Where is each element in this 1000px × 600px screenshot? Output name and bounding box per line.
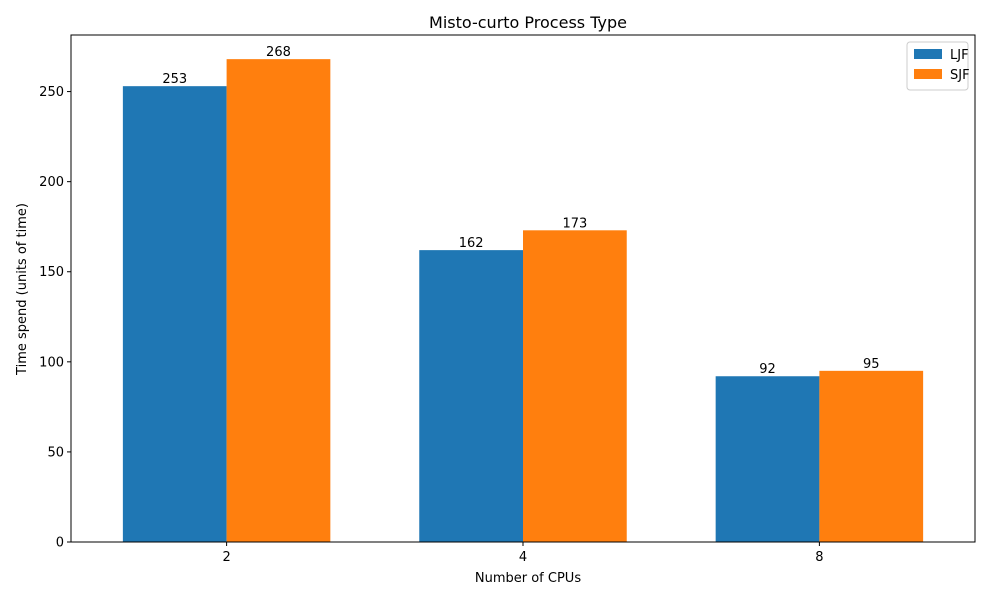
legend-label-sjf: SJF (950, 68, 970, 83)
data-label-sjf-8: 95 (863, 357, 880, 372)
y-tick-label: 0 (56, 536, 64, 551)
bar-sjf-2 (226, 59, 331, 543)
y-tick-label: 250 (39, 85, 64, 100)
x-axis-label: Number of CPUs (475, 571, 581, 586)
bars-layer (122, 59, 924, 543)
x-tick-label: 8 (815, 550, 823, 565)
y-tick-label: 100 (39, 355, 64, 370)
x-axis-ticks: 2 4 8 (222, 542, 824, 565)
plot-frame (70, 34, 976, 543)
y-axis-ticks: 0 50 100 150 200 250 (39, 85, 71, 551)
data-labels-layer: 253 162 92 268 173 95 (162, 45, 879, 377)
bar-sjf-8 (819, 370, 924, 542)
legend-label-ljf: LJF (950, 48, 969, 63)
y-tick-label: 150 (39, 265, 64, 280)
data-label-ljf-8: 92 (759, 362, 776, 377)
legend: LJF SJF (906, 41, 970, 91)
bar-ljf-4 (419, 250, 523, 543)
legend-swatch-ljf (914, 49, 942, 59)
legend-swatch-sjf (914, 69, 942, 79)
data-label-ljf-4: 162 (459, 236, 484, 251)
y-tick-label: 200 (39, 175, 64, 190)
data-label-sjf-2: 268 (266, 45, 291, 60)
chart-title: Misto-curto Process Type (429, 13, 627, 32)
y-axis-label: Time spend (units of time) (15, 203, 30, 376)
data-label-sjf-4: 173 (562, 216, 587, 231)
data-label-ljf-2: 253 (162, 72, 187, 87)
x-tick-label: 2 (222, 550, 230, 565)
x-tick-label: 4 (519, 550, 527, 565)
bar-ljf-2 (122, 86, 227, 542)
bar-ljf-8 (715, 376, 820, 542)
bar-sjf-4 (523, 230, 627, 542)
y-tick-label: 50 (47, 445, 64, 460)
